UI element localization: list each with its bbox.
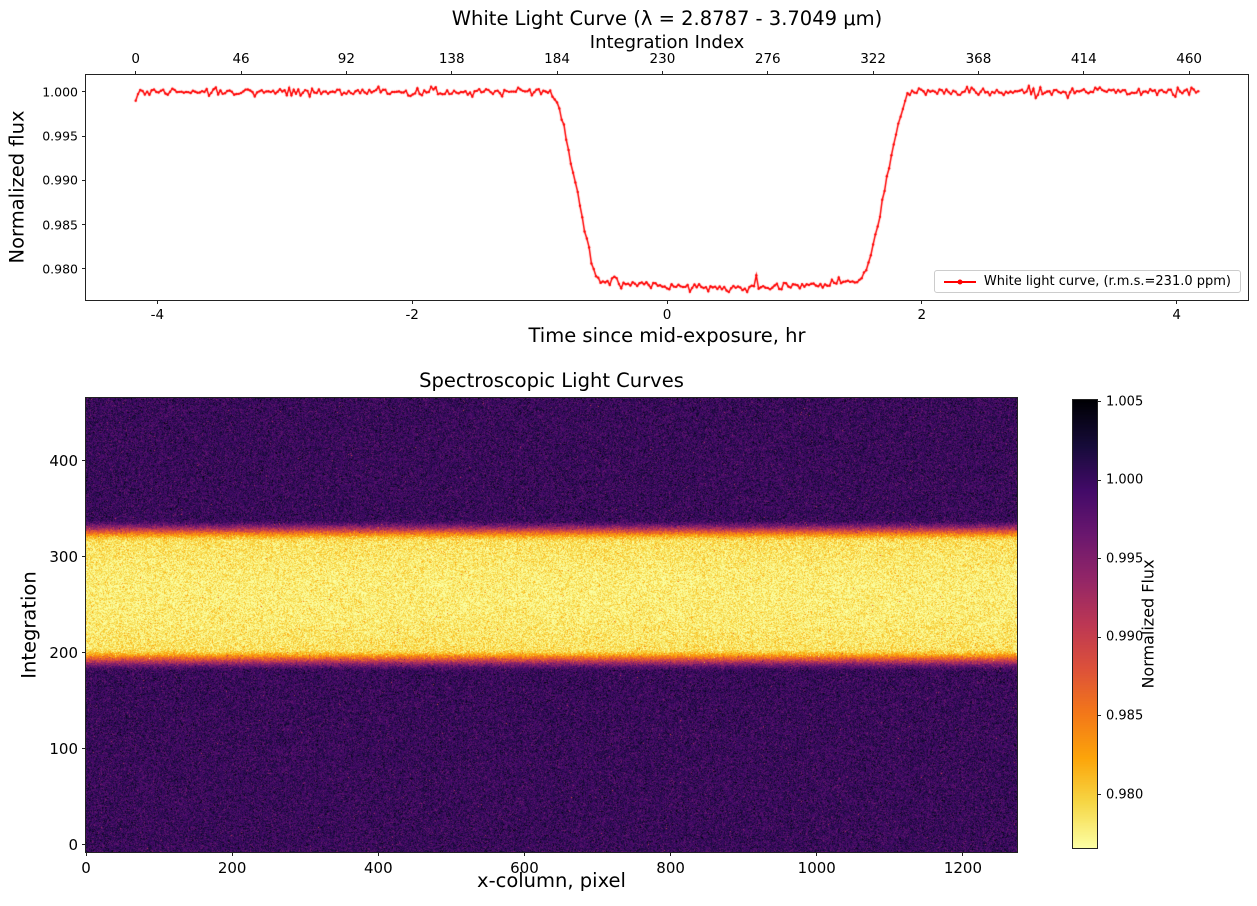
- integration-tick: [82, 748, 86, 750]
- integration-index-tick: [661, 71, 663, 75]
- flux-tick: [82, 179, 86, 181]
- integration-index-tick-label: 184: [544, 51, 570, 67]
- xcolumn-tick-label: 600: [510, 859, 539, 877]
- colorbar-tick: [1097, 794, 1101, 796]
- time-tick: [411, 300, 413, 304]
- colorbar-label: Normalized Flux: [1138, 559, 1158, 689]
- integration-index-tick: [1188, 71, 1190, 75]
- time-tick: [666, 300, 668, 304]
- spectroscopic-light-curves-title: Spectroscopic Light Curves: [419, 369, 684, 392]
- colorbar-tick: [1097, 479, 1101, 481]
- integration-index-tick-label: 322: [860, 51, 886, 67]
- time-tick-label: 2: [917, 307, 927, 323]
- xcolumn-tick: [523, 852, 525, 856]
- integration-index-tick-label: 368: [965, 51, 992, 67]
- time-tick: [1176, 300, 1178, 304]
- integration-tick-label: 0: [68, 835, 78, 854]
- integration-tick-label: 100: [49, 739, 78, 758]
- x-column-axis-label: x-column, pixel: [477, 869, 626, 892]
- colorbar-tick: [1097, 715, 1101, 717]
- integration-tick: [82, 652, 86, 654]
- colorbar-tick-label: 1.005: [1106, 394, 1144, 410]
- time-tick: [921, 300, 923, 304]
- flux-tick: [82, 224, 86, 226]
- flux-tick: [82, 135, 86, 137]
- flux-tick-label: 0.990: [42, 172, 78, 188]
- colorbar-tick: [1097, 401, 1101, 403]
- xcolumn-tick: [85, 852, 87, 856]
- xcolumn-tick: [670, 852, 672, 856]
- flux-tick-label: 0.995: [42, 128, 78, 144]
- integration-index-tick: [1083, 71, 1085, 75]
- xcolumn-tick-label: 200: [217, 859, 247, 877]
- integration-index-tick: [872, 71, 874, 75]
- white-light-curve-title: White Light Curve (λ = 2.8787 - 3.7049 μ…: [451, 7, 883, 30]
- legend-line-sample: [943, 279, 976, 284]
- integration-index-tick-label: 92: [337, 51, 355, 67]
- integration-index-tick: [135, 71, 137, 75]
- integration-index-axis-label: Integration Index: [589, 32, 745, 53]
- integration-index-tick-label: 46: [232, 51, 250, 67]
- integration-index-tick-label: 414: [1070, 51, 1097, 67]
- integration-index-tick: [977, 71, 979, 75]
- spectroscopic-heatmap: [86, 398, 1017, 852]
- integration-tick-label: 400: [49, 451, 78, 470]
- legend-label: White light curve, (r.m.s.=231.0 ppm): [983, 274, 1231, 289]
- integration-index-tick-label: 0: [131, 51, 140, 67]
- time-tick-label: 0: [662, 307, 672, 323]
- xcolumn-tick-label: 1200: [943, 859, 983, 877]
- integration-axis-label: Integration: [17, 571, 41, 679]
- integration-index-tick: [767, 71, 769, 75]
- flux-tick: [82, 268, 86, 270]
- xcolumn-tick-label: 800: [656, 859, 685, 877]
- colorbar-tick: [1097, 636, 1101, 638]
- colorbar-tick-label: 0.995: [1106, 551, 1144, 567]
- integration-index-tick: [240, 71, 242, 75]
- colorbar-tick-label: 0.985: [1106, 708, 1144, 724]
- integration-index-tick-label: 230: [649, 51, 676, 67]
- xcolumn-tick: [816, 852, 818, 856]
- integration-tick: [82, 556, 86, 558]
- time-tick-label: -4: [150, 307, 165, 323]
- integration-tick: [82, 844, 86, 846]
- integration-index-tick-label: 276: [754, 51, 781, 67]
- time-tick-label: 4: [1172, 307, 1181, 323]
- integration-index-tick: [345, 71, 347, 75]
- xcolumn-tick: [962, 852, 964, 856]
- time-tick-label: -2: [405, 307, 419, 323]
- xcolumn-tick: [377, 852, 379, 856]
- flux-tick-label: 0.985: [42, 217, 78, 233]
- colorbar-tick-label: 0.980: [1106, 787, 1144, 803]
- flux-tick: [82, 91, 86, 93]
- xcolumn-tick-label: 0: [81, 859, 91, 877]
- xcolumn-tick-label: 1000: [797, 859, 836, 877]
- integration-index-tick-label: 460: [1176, 51, 1203, 67]
- white-light-curve-plot: [86, 75, 1248, 300]
- colorbar-tick-label: 0.990: [1106, 629, 1144, 645]
- integration-index-tick-label: 138: [438, 51, 465, 67]
- legend: White light curve, (r.m.s.=231.0 ppm): [933, 270, 1241, 293]
- colorbar-tick: [1097, 558, 1101, 560]
- time-axis-label: Time since mid-exposure, hr: [528, 324, 806, 347]
- integration-tick-label: 300: [49, 547, 78, 566]
- integration-tick: [82, 460, 86, 462]
- flux-tick-label: 0.980: [42, 261, 78, 277]
- integration-tick-label: 200: [49, 643, 78, 662]
- colorbar: [1072, 399, 1098, 849]
- xcolumn-tick: [231, 852, 233, 856]
- colorbar-gradient: [1073, 400, 1097, 848]
- flux-tick-label: 1.000: [42, 84, 78, 100]
- integration-index-tick: [556, 71, 558, 75]
- colorbar-tick-label: 1.000: [1106, 472, 1144, 488]
- integration-index-tick: [451, 71, 453, 75]
- spectroscopic-light-curves-axes: [85, 397, 1018, 853]
- time-tick: [156, 300, 158, 304]
- normalized-flux-axis-label: Normalized flux: [5, 110, 29, 264]
- xcolumn-tick-label: 400: [363, 859, 393, 877]
- white-light-curve-axes: White light curve, (r.m.s.=231.0 ppm): [85, 74, 1249, 301]
